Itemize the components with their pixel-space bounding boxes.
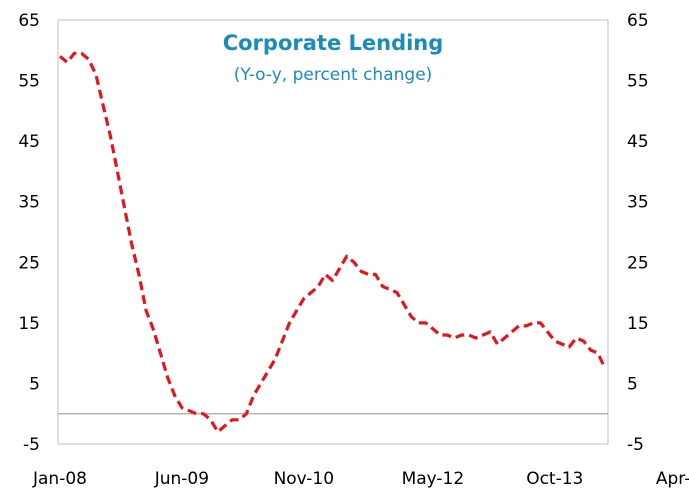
x-tick-label: Oct-13 (526, 469, 583, 489)
x-tick-label: Apr-15 (656, 469, 689, 489)
y-axis-left: -5 5 15 25 35 45 55 65 (18, 11, 40, 455)
y-tick-label-right: 15 (627, 314, 649, 334)
x-tick-label: May-12 (402, 469, 465, 489)
y-tick-label-left: 45 (18, 132, 40, 152)
y-tick-label-left: 65 (18, 11, 40, 31)
y-tick-label-right: 5 (627, 374, 638, 394)
plot-frame (57, 19, 609, 445)
y-tick-label-right: 45 (627, 132, 649, 152)
y-tick-label-left: 15 (18, 314, 40, 334)
y-tick-label-right: 35 (627, 193, 649, 213)
y-tick-label-left: 35 (18, 193, 40, 213)
series-line-corporate-lending (58, 51, 607, 434)
chart-subtitle: (Y-o-y, percent change) (234, 65, 433, 85)
chart-title: Corporate Lending (223, 31, 444, 55)
y-tick-label-right: 65 (627, 11, 649, 31)
x-tick-label: Jan-08 (32, 469, 87, 489)
x-tick-label: Nov-10 (274, 469, 335, 489)
y-axis-right: -5 5 15 25 35 45 55 65 (627, 11, 649, 455)
y-tick-label-right: 25 (627, 253, 649, 273)
x-tick-label: Jun-09 (154, 469, 209, 489)
y-tick-label-left: -5 (23, 435, 40, 455)
x-axis: Jan-08 Jun-09 Nov-10 May-12 Oct-13 Apr-15 (32, 469, 689, 489)
y-tick-label-right: -5 (627, 435, 644, 455)
y-tick-label-left: 25 (18, 253, 40, 273)
y-tick-label-right: 55 (627, 72, 649, 92)
y-tick-label-left: 5 (29, 374, 40, 394)
y-tick-label-left: 55 (18, 72, 40, 92)
